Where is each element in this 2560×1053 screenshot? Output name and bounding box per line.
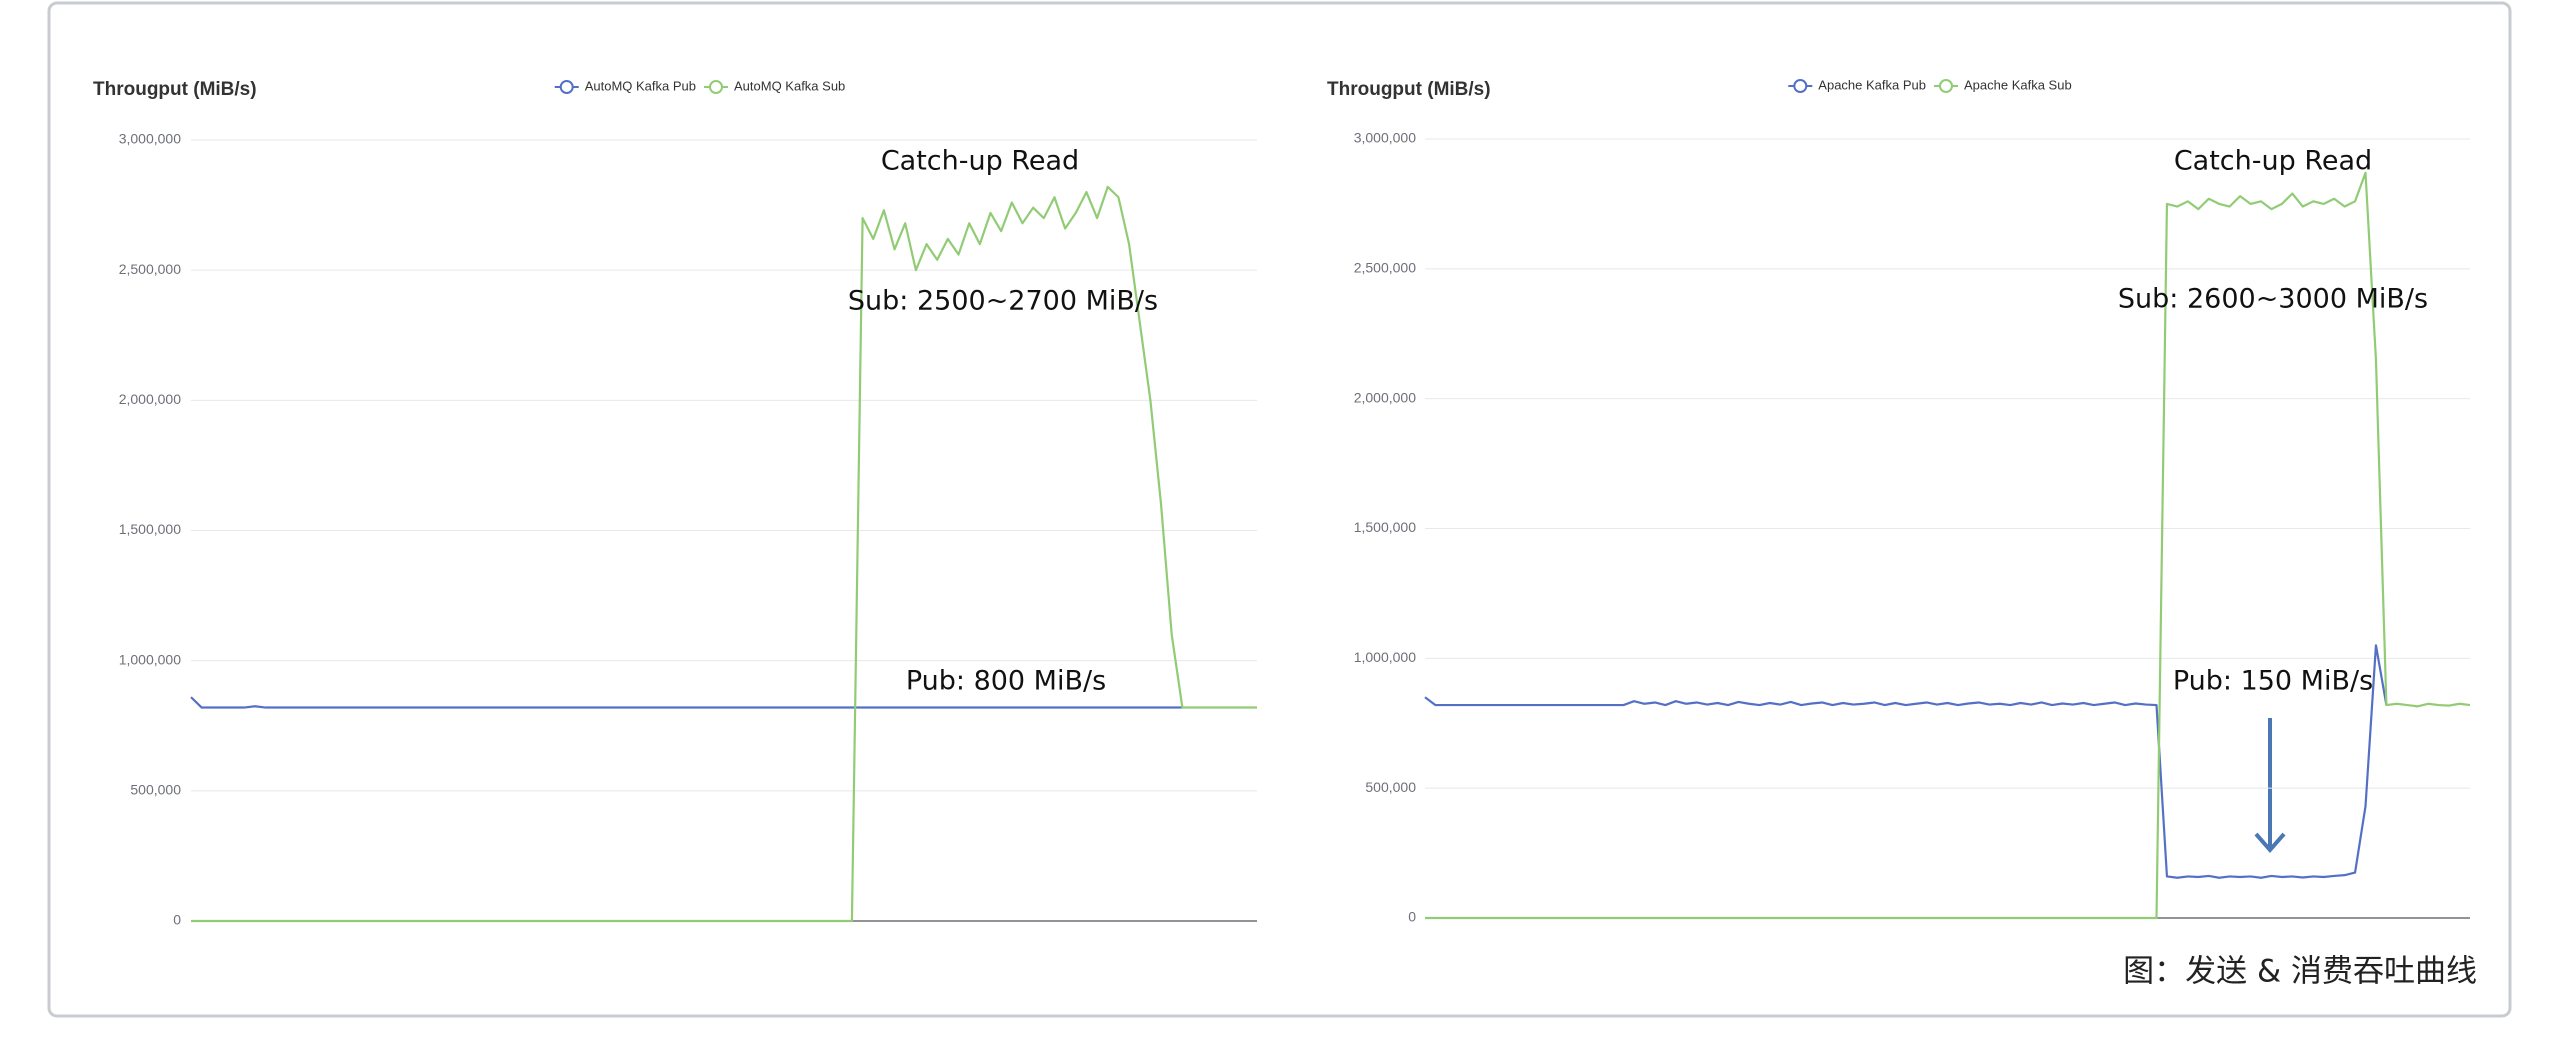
y-tick-label: 500,000 [1365, 779, 1416, 795]
legend-label: AutoMQ Kafka Pub [585, 78, 696, 93]
annotation: Sub: 2600~3000 MiB/s [2118, 284, 2428, 315]
chart-title: Througput (MiB/s) [1327, 79, 1491, 100]
annotation: Sub: 2500~2700 MiB/s [848, 286, 1158, 317]
frame [47, 1, 2512, 1018]
series-line [1425, 171, 2471, 920]
annotation: Catch-up Read [881, 146, 1079, 177]
annotation: Pub: 800 MiB/s [906, 666, 1106, 697]
y-tick-label: 1,000,000 [1354, 649, 1416, 665]
y-tick-label: 2,000,000 [119, 391, 181, 407]
legend-marker [1939, 79, 1953, 93]
series-line [1424, 644, 2388, 879]
legend-label: AutoMQ Kafka Sub [734, 78, 845, 93]
legend-item: AutoMQ Kafka Pub [554, 78, 696, 94]
annotation: Pub: 150 MiB/s [2173, 666, 2373, 697]
y-tick-label: 500,000 [130, 782, 181, 798]
chart-title: Througput (MiB/s) [93, 79, 257, 100]
series-line [191, 185, 1257, 923]
y-tick-label: 3,000,000 [1354, 130, 1416, 146]
caption: 图：发送 & 消费吞吐曲线 [2123, 954, 2477, 990]
legend-marker [1793, 79, 1808, 93]
legend-marker [709, 80, 723, 94]
y-tick-label: 0 [173, 912, 181, 928]
y-tick-label: 1,500,000 [1354, 519, 1416, 535]
y-tick-label: 1,000,000 [119, 651, 181, 667]
y-tick-label: 0 [1408, 909, 1416, 925]
y-tick-label: 1,500,000 [119, 521, 181, 537]
legend-label: Apache Kafka Sub [1964, 77, 2072, 92]
annotation: Catch-up Read [2174, 146, 2372, 177]
legend-item: Apache Kafka Pub [1788, 77, 1926, 93]
legend-item: AutoMQ Kafka Sub [704, 78, 845, 94]
legend-label: Apache Kafka Pub [1818, 77, 1926, 92]
legend: Apache Kafka Pub Apache Kafka Sub [1788, 77, 2072, 93]
legend: AutoMQ Kafka Pub AutoMQ Kafka Sub [554, 78, 845, 94]
arrow [2254, 718, 2286, 854]
y-tick-label: 2,500,000 [119, 261, 181, 277]
y-tick-label: 3,000,000 [119, 131, 181, 147]
y-tick-label: 2,000,000 [1354, 389, 1416, 405]
y-tick-label: 2,500,000 [1354, 260, 1416, 276]
series-line [190, 696, 1183, 709]
legend-marker [559, 80, 574, 94]
legend-item: Apache Kafka Sub [1934, 77, 2072, 93]
